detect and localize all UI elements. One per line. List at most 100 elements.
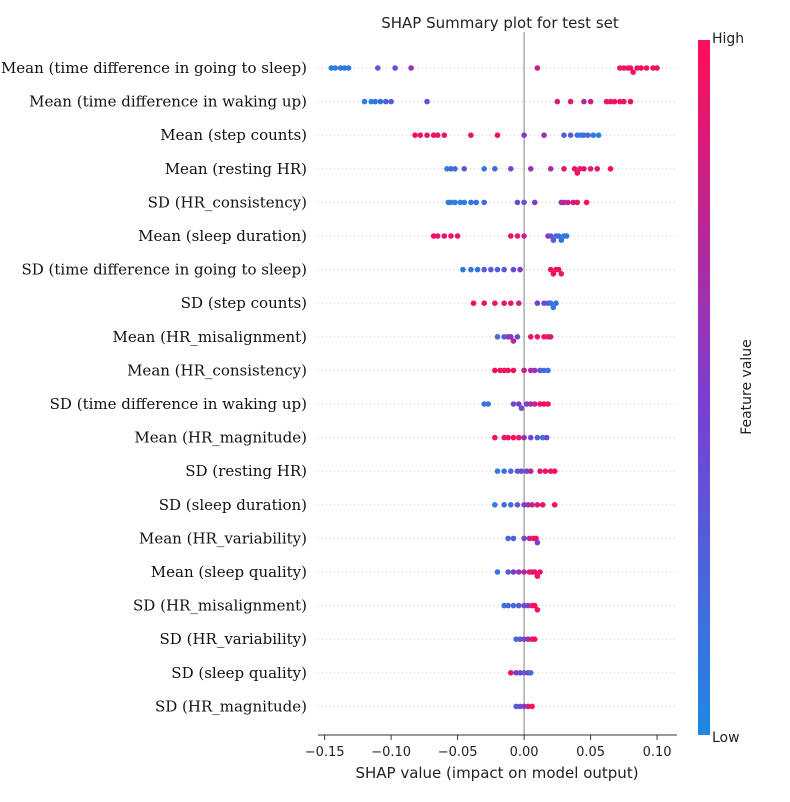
shap-point	[551, 502, 558, 508]
shap-point	[341, 65, 348, 71]
x-tick-label: 0.10	[643, 745, 672, 760]
shap-point	[377, 98, 384, 105]
shap-point	[617, 65, 623, 71]
shap-point	[607, 98, 614, 105]
shap-point	[501, 434, 507, 441]
shap-point	[494, 569, 501, 575]
shap-point	[515, 569, 522, 575]
shap-point	[468, 266, 474, 273]
shap-point	[587, 166, 594, 172]
feature-rows: Mean (time difference in going to sleep)…	[1, 59, 677, 715]
x-ticks: −0.15 −0.10 −0.05 0.00 0.05 0.10	[305, 735, 672, 760]
shap-point	[505, 535, 511, 542]
shap-point	[412, 132, 418, 138]
shap-point	[607, 166, 614, 172]
shap-point	[517, 670, 523, 676]
shap-point	[441, 233, 448, 239]
feature-label: SD (HR_misalignment)	[133, 597, 307, 615]
shap-point	[590, 132, 597, 138]
shap-point	[505, 367, 511, 374]
shap-point	[368, 98, 374, 105]
shap-point	[510, 535, 517, 542]
shap-point	[461, 199, 468, 206]
shap-point	[561, 166, 567, 172]
colorbar-title: Feature value	[739, 339, 755, 435]
shap-point	[513, 703, 519, 710]
shap-point	[541, 132, 547, 138]
shap-point	[521, 434, 527, 441]
shap-point	[547, 468, 554, 475]
x-tick-label: 0.05	[576, 745, 605, 760]
shap-point	[638, 65, 644, 71]
shap-point	[515, 434, 522, 441]
shap-point	[517, 636, 523, 642]
shap-point	[543, 434, 550, 441]
colorbar-high-label: High	[712, 31, 744, 47]
chart-title: SHAP Summary plot for test set	[381, 14, 619, 32]
feature-label: Mean (step counts)	[160, 126, 307, 144]
shap-point	[434, 132, 441, 138]
shap-point	[563, 233, 570, 239]
feature-label: Mean (sleep quality)	[151, 563, 307, 581]
shap-point	[570, 199, 577, 206]
shap-point	[514, 199, 521, 206]
shap-point	[551, 468, 558, 475]
shap-point	[518, 468, 525, 475]
feature-label: SD (sleep quality)	[171, 664, 307, 682]
shap-point	[505, 602, 511, 609]
shap-point	[452, 166, 458, 172]
shap-point	[332, 65, 339, 71]
shap-point	[534, 539, 541, 546]
shap-point	[392, 65, 398, 71]
shap-point	[481, 401, 488, 407]
shap-point	[513, 670, 519, 676]
shap-point	[507, 670, 514, 676]
shap-point	[517, 266, 523, 273]
shap-point	[448, 166, 454, 172]
shap-point	[448, 199, 454, 206]
shap-point	[547, 233, 554, 239]
shap-point	[514, 468, 521, 475]
shap-point	[408, 65, 414, 71]
shap-point	[507, 233, 514, 239]
shap-point	[521, 569, 527, 575]
shap-point	[521, 367, 527, 374]
shap-point	[531, 602, 538, 609]
shap-point	[547, 166, 554, 172]
shap-point	[571, 166, 578, 172]
shap-point	[541, 367, 547, 374]
shap-point	[521, 199, 527, 206]
shap-point	[375, 65, 381, 71]
shap-point	[510, 367, 517, 374]
shap-point	[470, 300, 477, 307]
shap-point	[417, 132, 424, 138]
shap-point	[621, 65, 627, 71]
x-tick-label: −0.15	[305, 745, 345, 760]
shap-point	[527, 334, 534, 340]
shap-point	[515, 602, 522, 609]
shap-point	[581, 98, 587, 105]
shap-point	[510, 401, 517, 407]
shap-point	[457, 199, 464, 206]
shap-point	[441, 132, 448, 138]
shap-point	[525, 502, 531, 508]
feature-label: SD (HR_magnitude)	[155, 697, 307, 715]
feature-label: SD (sleep duration)	[159, 496, 307, 514]
shap-point	[501, 334, 507, 340]
x-tick-label: −0.05	[438, 745, 478, 760]
shap-point	[534, 334, 541, 340]
shap-point	[531, 367, 538, 374]
shap-point	[444, 166, 450, 172]
shap-point	[510, 569, 517, 575]
shap-point	[574, 170, 581, 176]
shap-point	[523, 401, 530, 407]
shap-point	[430, 233, 437, 239]
colorbar	[698, 40, 710, 735]
shap-point	[501, 468, 507, 475]
feature-label: Mean (resting HR)	[165, 160, 307, 178]
colorbar-low-label: Low	[712, 730, 740, 746]
x-axis-label: SHAP value (impact on model output)	[355, 764, 638, 782]
shap-point	[531, 569, 538, 575]
shap-point	[561, 199, 567, 206]
shap-point	[507, 468, 514, 475]
